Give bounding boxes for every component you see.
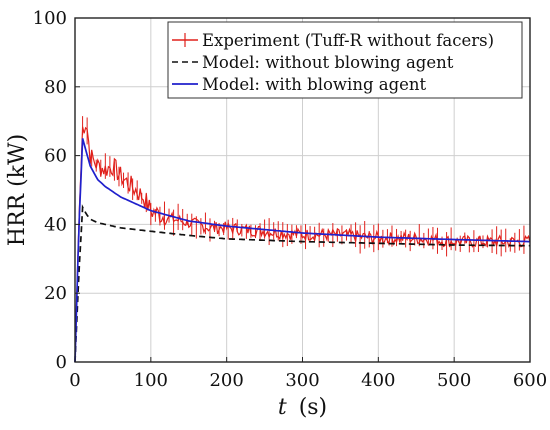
x-tick-label-6: 600	[513, 370, 547, 391]
legend-label-1: Model: without blowing agent	[202, 53, 454, 72]
y-tick-label-1: 20	[44, 283, 67, 304]
x-tick-label-5: 500	[437, 370, 471, 391]
y-tick-label-0: 0	[56, 352, 67, 373]
x-axis-label: t (s)	[278, 395, 327, 420]
y-tick-label-4: 80	[44, 77, 67, 98]
x-tick-label-3: 300	[285, 370, 319, 391]
series-1	[74, 204, 530, 363]
y-tick-label-5: 100	[33, 8, 67, 29]
legend-item-2: Model: with blowing agent	[172, 75, 427, 94]
x-tick-label-4: 400	[361, 370, 395, 391]
y-tick-label-3: 60	[44, 146, 67, 167]
series-line-1	[74, 204, 530, 363]
x-axis-unit: (s)	[299, 395, 327, 420]
x-tick-label-2: 200	[209, 370, 243, 391]
axis-ticks: 0 100 200 300 400 500 600 0 20 40 60 80 100	[33, 8, 548, 391]
x-tick-label-0: 0	[69, 370, 80, 391]
legend-label-0: Experiment (Tuff-R without facers)	[202, 31, 494, 50]
series-2	[74, 138, 530, 363]
y-tick-label-2: 40	[44, 214, 67, 235]
legend: Experiment (Tuff-R without facers) Model:…	[167, 21, 523, 99]
series-layer	[74, 116, 531, 363]
legend-box	[167, 21, 523, 99]
x-tick-label-1: 100	[134, 370, 168, 391]
legend-label-2: Model: with blowing agent	[202, 75, 427, 94]
x-axis-variable: t	[278, 395, 287, 420]
legend-item-0: Experiment (Tuff-R without facers)	[172, 31, 494, 50]
legend-item-1: Model: without blowing agent	[172, 53, 454, 72]
y-axis-label: HRR (kW)	[5, 134, 30, 246]
series-line-2	[74, 138, 530, 363]
